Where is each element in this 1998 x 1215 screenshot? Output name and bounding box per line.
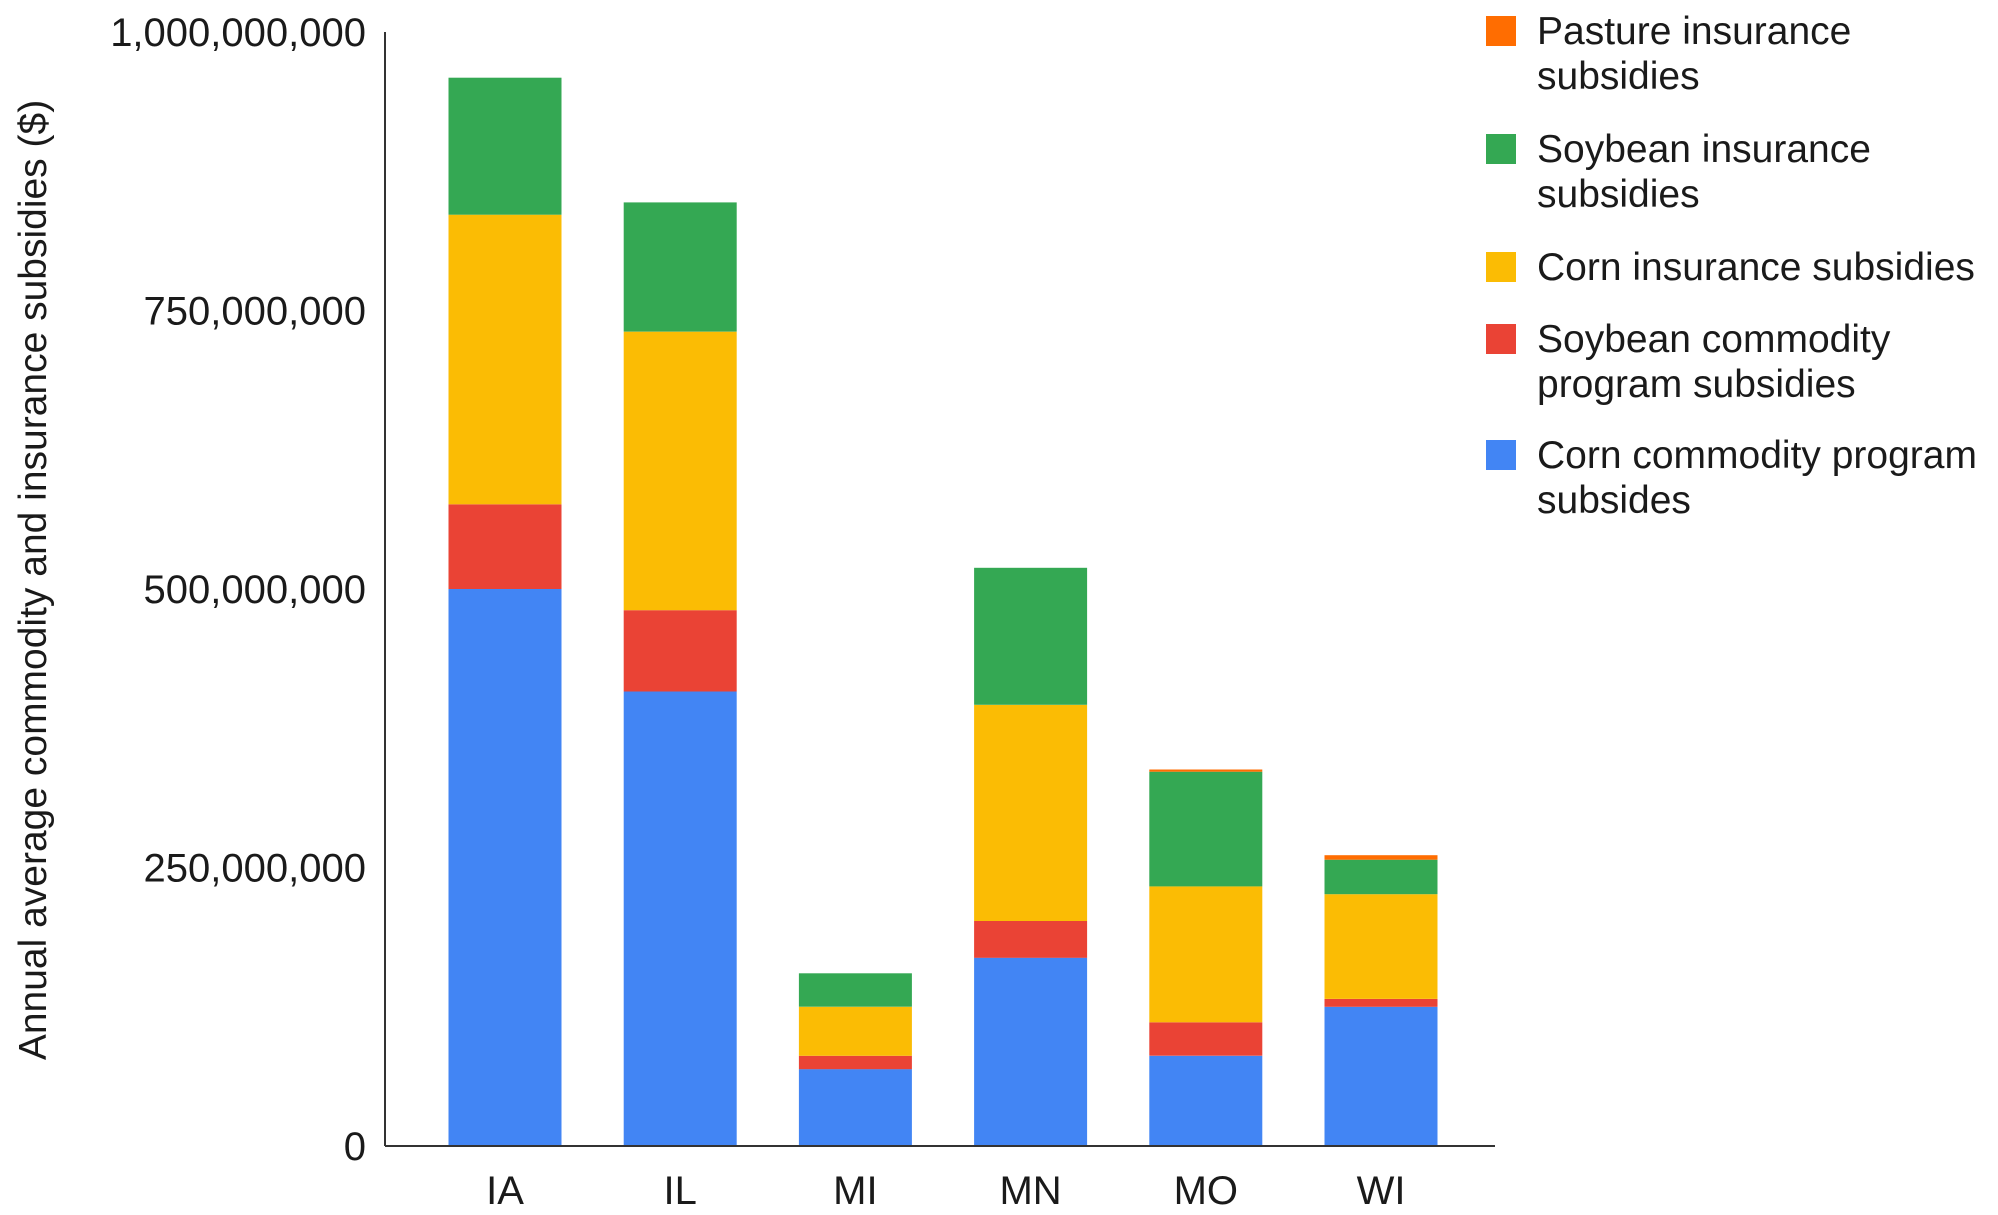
- bar-segment-wi-soybean-insurance-subsidies: [1324, 859, 1438, 895]
- legend-label-soybean-insurance-subsidies: Soybean insurance subsidies: [1537, 128, 1871, 216]
- bar-segment-wi-soybean-commodity-program-subsidies: [1324, 999, 1438, 1007]
- legend-label-corn-commodity-program-subsides: Corn commodity program subsides: [1537, 434, 1977, 522]
- bar-segment-mi-corn-insurance-subsidies: [798, 1006, 912, 1056]
- bar-segment-mn-corn-commodity-program-subsides: [974, 957, 1088, 1146]
- x-tick-label-mo: MO: [1174, 1169, 1238, 1210]
- legend-label-line: subsides: [1537, 479, 1691, 522]
- legend-label-pasture-insurance-subsidies: Pasture insurance subsidies: [1537, 10, 1851, 98]
- legend-label-line: program subsidies: [1537, 363, 1856, 406]
- legend-item-corn-commodity-program-subsides: Corn commodity program subsides: [1486, 434, 1977, 522]
- bar-segment-mo-pasture-insurance-subsidies: [1149, 769, 1263, 772]
- bar-segment-mi-soybean-insurance-subsidies: [798, 973, 912, 1007]
- bar-segment-il-corn-commodity-program-subsides: [623, 691, 737, 1146]
- legend-swatch-soybean-commodity-program-subsidies: [1486, 324, 1516, 354]
- legend-label-soybean-commodity-program-subsidies: Soybean commodity program subsidies: [1537, 318, 1891, 406]
- bar-segment-ia-soybean-commodity-program-subsidies: [448, 504, 562, 589]
- legend-swatch-corn-commodity-program-subsides: [1486, 440, 1516, 470]
- bar-segment-mo-soybean-commodity-program-subsidies: [1149, 1022, 1263, 1056]
- legend-label-line: subsidies: [1537, 55, 1700, 98]
- x-tick-label-mn: MN: [999, 1169, 1061, 1210]
- bars-layer: [448, 77, 1438, 1147]
- y-tick-label-1: 250,000,000: [144, 847, 366, 891]
- legend-label-line: Soybean commodity: [1537, 318, 1891, 361]
- x-tick-label-mi: MI: [833, 1169, 877, 1210]
- bar-segment-mo-corn-commodity-program-subsides: [1149, 1055, 1263, 1146]
- legend-label-corn-insurance-subsidies: Corn insurance subsidies: [1537, 246, 1975, 289]
- bar-segment-mn-soybean-commodity-program-subsidies: [974, 921, 1088, 958]
- axes-layer: [384, 32, 1495, 1147]
- x-tick-label-ia: IA: [486, 1169, 524, 1210]
- labels-layer: IA IL MI MN MO WI 0 250,000,000 500,000,000 750,0…: [12, 11, 1406, 1213]
- legend-label-line: Soybean insurance: [1537, 128, 1871, 171]
- bar-segment-ia-soybean-insurance-subsidies: [448, 77, 562, 215]
- bar-segment-mn-soybean-insurance-subsidies: [974, 567, 1088, 705]
- bar-segment-ia-corn-commodity-program-subsides: [448, 589, 562, 1146]
- legend-item-soybean-insurance-subsidies: Soybean insurance subsidies: [1486, 128, 1871, 216]
- legend-label-line: subsidies: [1537, 173, 1700, 216]
- legend-label-line: Corn insurance subsidies: [1537, 246, 1975, 289]
- legend-item-corn-insurance-subsidies: Corn insurance subsidies: [1486, 246, 1975, 289]
- legend-item-soybean-commodity-program-subsidies: Soybean commodity program subsidies: [1486, 318, 1891, 406]
- bar-segment-mo-corn-insurance-subsidies: [1149, 886, 1263, 1023]
- legend-swatch-pasture-insurance-subsidies: [1486, 16, 1516, 46]
- legend-label-line: Pasture insurance: [1537, 10, 1851, 53]
- bar-segment-il-corn-insurance-subsidies: [623, 331, 737, 611]
- bar-segment-ia-corn-insurance-subsidies: [448, 214, 562, 505]
- bar-segment-wi-corn-insurance-subsidies: [1324, 894, 1438, 999]
- bar-segment-il-soybean-commodity-program-subsidies: [623, 610, 737, 692]
- bar-segment-il-soybean-insurance-subsidies: [623, 202, 737, 332]
- y-tick-label-2: 500,000,000: [144, 568, 366, 612]
- x-tick-label-il: IL: [664, 1169, 697, 1210]
- bar-segment-mi-corn-commodity-program-subsides: [798, 1069, 912, 1146]
- y-tick-label-0: 0: [344, 1125, 366, 1169]
- y-axis-title: Annual average commodity and insurance s…: [12, 100, 55, 1060]
- legend-swatch-corn-insurance-subsidies: [1486, 252, 1516, 282]
- legend-item-pasture-insurance-subsidies: Pasture insurance subsidies: [1486, 10, 1851, 98]
- bar-segment-wi-corn-commodity-program-subsides: [1324, 1006, 1438, 1147]
- bar-segment-wi-pasture-insurance-subsidies: [1324, 855, 1438, 860]
- legend-label-line: Corn commodity program: [1537, 434, 1977, 477]
- y-tick-label-3: 750,000,000: [144, 290, 366, 334]
- bar-segment-mi-soybean-commodity-program-subsidies: [798, 1055, 912, 1070]
- y-tick-label-4: 1,000,000,000: [110, 11, 366, 55]
- legend-swatch-soybean-insurance-subsidies: [1486, 134, 1516, 164]
- bar-segment-mo-soybean-insurance-subsidies: [1149, 771, 1263, 887]
- x-tick-label-wi: WI: [1357, 1169, 1406, 1210]
- bar-segment-mn-corn-insurance-subsidies: [974, 704, 1088, 921]
